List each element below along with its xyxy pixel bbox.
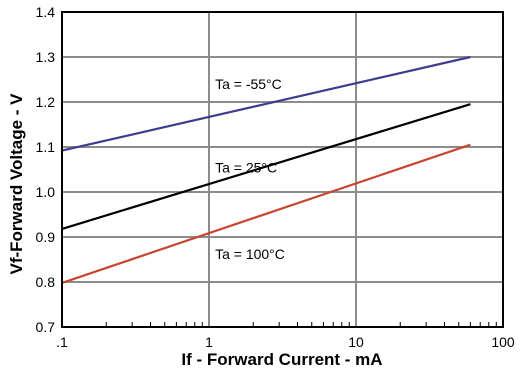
y-tick-label: 1.1 [36,139,56,155]
y-tick-label: 0.7 [36,319,56,335]
y-axis-title: Vf-Forward Voltage - V [7,93,26,275]
x-tick-label: 10 [348,334,364,350]
curve-label: Ta = 25°C [215,159,277,175]
y-tick-label: 1.0 [36,184,56,200]
series-line-3 [61,143,471,284]
x-tick-label: 100 [491,334,515,350]
y-tick-label: 1.4 [36,4,56,20]
grid-layer [62,12,503,327]
tick-layer: .1 1 10 100 0.7 0.8 0.9 1.0 1.1 1.2 1.3 1.4 [36,4,515,350]
annotation-layer: Ta = -55°C Ta = 25°C Ta = 100°C [215,76,285,262]
x-axis-title: If - Forward Current - mA [181,350,382,369]
plot-frame [61,11,504,328]
series-line-2 [61,103,471,230]
series-line-1 [61,55,471,152]
y-tick-label: 1.2 [36,94,56,110]
series-layer [61,55,471,284]
curve-label: Ta = 100°C [215,246,285,262]
y-tick-label: 1.3 [36,49,56,65]
y-tick-label: 0.9 [36,229,56,245]
y-tick-label: 0.8 [36,274,56,290]
x-tick-label: .1 [56,334,68,350]
x-tick-label: 1 [205,334,213,350]
curve-label: Ta = -55°C [215,76,282,92]
